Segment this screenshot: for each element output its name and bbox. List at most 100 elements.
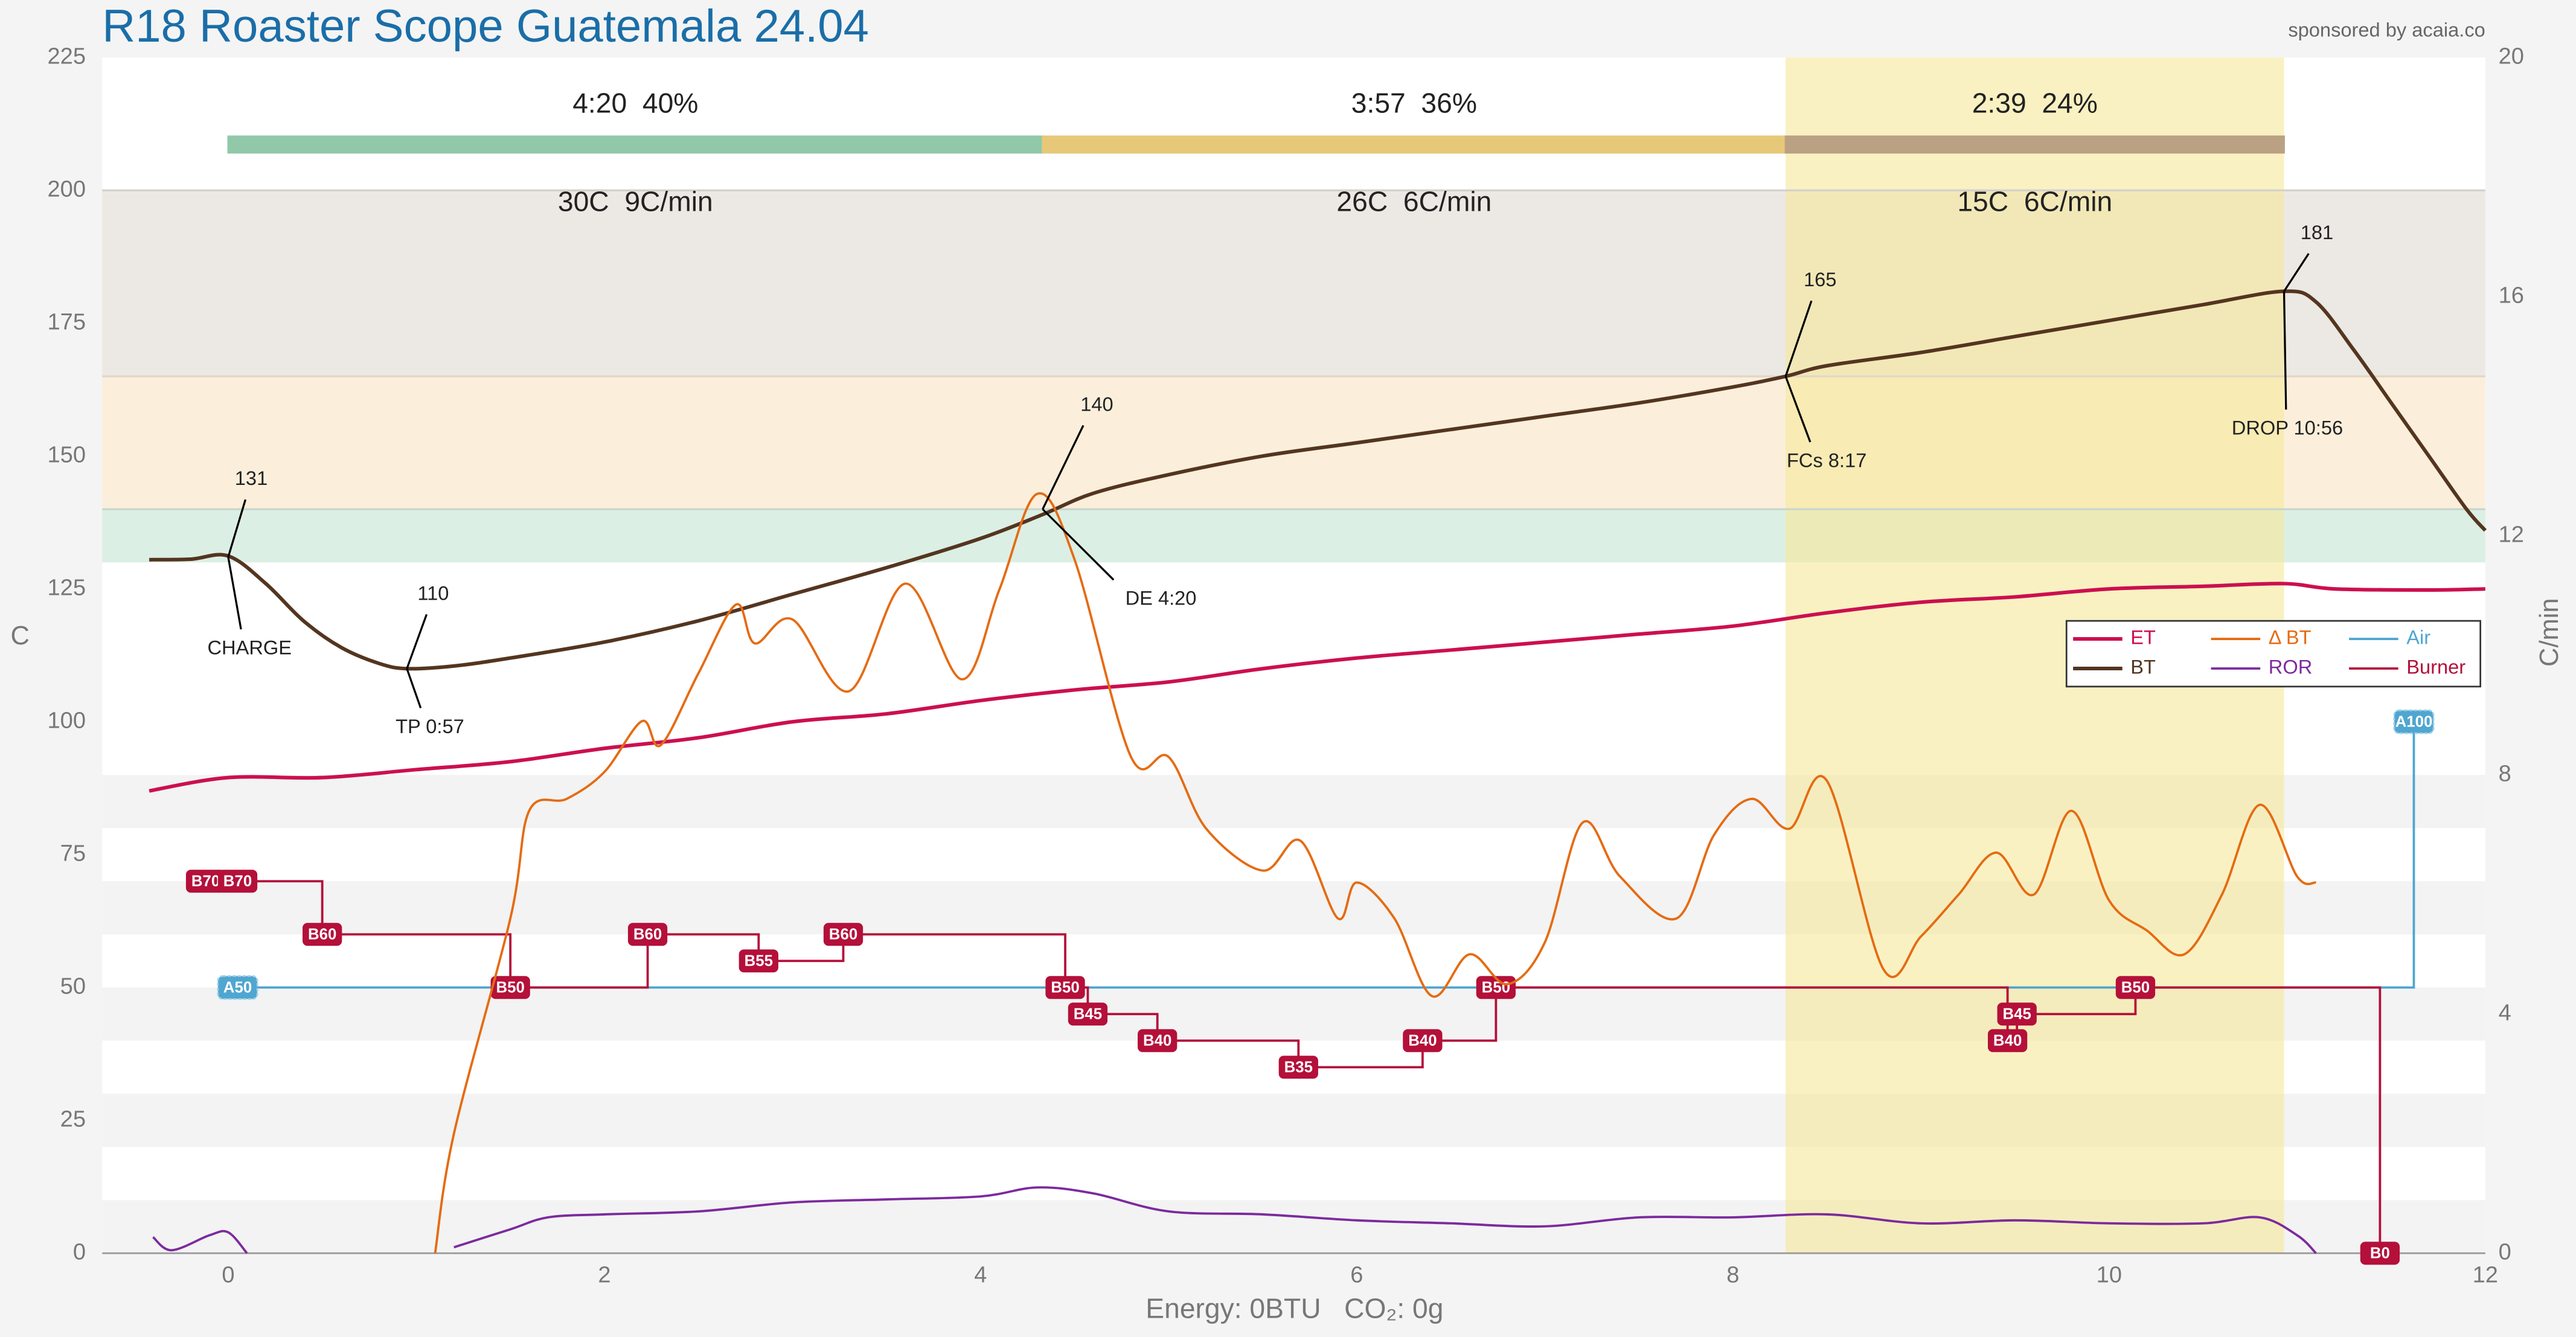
event-marker-box xyxy=(2360,1242,2400,1265)
event-annotation: 165 FCs 8:17 xyxy=(1784,268,1866,471)
event-annotation: 110 TP 0:57 xyxy=(396,582,464,737)
event-marker-label: B50 xyxy=(1482,979,1510,996)
event-marker: A50 xyxy=(217,975,258,1000)
event-leader xyxy=(227,499,247,557)
event-value: 165 xyxy=(1804,268,1836,290)
legend-label: Δ BT xyxy=(2269,626,2312,649)
event-marker-label: B60 xyxy=(308,926,336,943)
event-marker: B50 xyxy=(490,976,530,999)
legend-label: ROR xyxy=(2269,656,2313,678)
event-marker-label: B45 xyxy=(1074,1005,1102,1022)
series-line xyxy=(152,1186,2317,1254)
event-marker-box xyxy=(303,923,342,946)
y-tick-label: 25 xyxy=(60,1106,86,1132)
event-label: CHARGE xyxy=(207,636,292,658)
series-line xyxy=(434,492,2317,1254)
event-marker: B45 xyxy=(1997,1002,2037,1026)
event-marker-box xyxy=(627,923,668,946)
event-marker: B35 xyxy=(1278,1056,1318,1079)
event-marker-box xyxy=(2393,709,2435,734)
event-marker-box xyxy=(823,923,863,946)
y2-tick-label: 12 xyxy=(2499,522,2524,547)
event-marker-box xyxy=(1403,1029,1443,1053)
y-tick-label: 0 xyxy=(73,1239,86,1265)
legend: ET BT Δ BT ROR Air Burner xyxy=(2065,620,2482,688)
event-marker-label: B45 xyxy=(2003,1005,2031,1022)
x-tick-label: 8 xyxy=(1726,1262,1739,1287)
event-value: 181 xyxy=(2301,221,2333,243)
event-marker-label: B60 xyxy=(633,926,662,943)
y2-tick-label: 8 xyxy=(2499,761,2511,786)
event-marker-label: A100 xyxy=(2395,713,2433,730)
event-annotation: 140 DE 4:20 xyxy=(1042,393,1197,609)
x-tick-label: 4 xyxy=(974,1262,987,1287)
phase-time: 4:20 40% xyxy=(572,87,698,118)
event-label: FCs 8:17 xyxy=(1787,449,1866,471)
phase-rise: 15C 6C/min xyxy=(1957,185,2112,217)
event-label: DE 4:20 xyxy=(1126,586,1197,609)
event-marker: B70 xyxy=(185,870,226,893)
event-marker-label: B40 xyxy=(1993,1032,2022,1049)
chart-subtitle: sponsored by acaia.co xyxy=(2288,18,2485,40)
event-marker-label: B55 xyxy=(745,952,773,969)
event-marker-label: B50 xyxy=(2121,979,2150,996)
event-marker-box xyxy=(1068,1002,1108,1026)
event-marker-box xyxy=(1476,976,1516,999)
event-marker-box xyxy=(1278,1056,1318,1079)
y-tick-label: 125 xyxy=(48,575,86,600)
phase-time: 2:39 24% xyxy=(1972,87,2098,118)
y2-tick-label: 0 xyxy=(2499,1239,2511,1265)
x-tick-label: 2 xyxy=(598,1262,610,1287)
event-marker: B60 xyxy=(823,923,863,946)
event-marker: B40 xyxy=(1987,1029,2028,1053)
event-leader xyxy=(1042,425,1085,510)
event-marker: B40 xyxy=(1138,1029,1177,1053)
event-marker-box xyxy=(185,870,226,893)
phase-time: 3:57 36% xyxy=(1351,87,1477,118)
event-marker-box xyxy=(1045,976,1085,999)
y-tick-label: 100 xyxy=(48,708,86,733)
y2-axis-label: C/min xyxy=(2535,598,2564,667)
y-tick-label: 50 xyxy=(60,973,86,999)
event-leader xyxy=(406,668,422,709)
event-marker-label: B70 xyxy=(223,873,252,890)
event-value: 110 xyxy=(417,582,449,604)
event-marker: B55 xyxy=(739,949,778,973)
y-axis-label: C xyxy=(11,621,30,650)
event-marker-label: A50 xyxy=(223,979,252,996)
x-axis-label: Energy: 0BTU CO₂: 0g xyxy=(1145,1293,1443,1324)
y2-tick-label: 16 xyxy=(2499,283,2524,308)
layers xyxy=(102,57,2485,1254)
event-marker-box xyxy=(490,976,530,999)
event-marker: A100 xyxy=(2393,709,2435,734)
event-marker: B50 xyxy=(1045,976,1085,999)
event-leader xyxy=(227,557,242,630)
event-marker: B50 xyxy=(2115,976,2156,999)
event-marker: B60 xyxy=(627,923,668,946)
event-marker-box xyxy=(1138,1029,1177,1053)
event-marker-box xyxy=(217,975,258,1000)
event-marker-label: B50 xyxy=(496,979,524,996)
y-tick-label: 150 xyxy=(48,442,86,467)
y-tick-label: 75 xyxy=(60,841,86,866)
series-line xyxy=(149,582,2485,793)
series-line xyxy=(149,289,2487,671)
event-marker-label: B35 xyxy=(1284,1059,1313,1076)
y-tick-label: 200 xyxy=(48,176,86,202)
event-marker-box xyxy=(217,870,258,893)
event-leader xyxy=(2283,291,2287,410)
phase-bar xyxy=(227,135,1044,154)
event-marker-label: B40 xyxy=(1143,1032,1171,1049)
event-marker: B70 xyxy=(217,870,258,893)
legend-box xyxy=(2065,620,2482,688)
x-tick-label: 12 xyxy=(2473,1262,2498,1287)
event-leader xyxy=(406,614,428,669)
event-marker-box xyxy=(1987,1029,2028,1053)
event-marker-label: B70 xyxy=(191,873,220,890)
x-tick-label: 6 xyxy=(1350,1262,1363,1287)
legend-label: BT xyxy=(2130,656,2156,678)
event-marker-box xyxy=(1997,1002,2037,1026)
x-tick-label: 10 xyxy=(2097,1262,2122,1287)
